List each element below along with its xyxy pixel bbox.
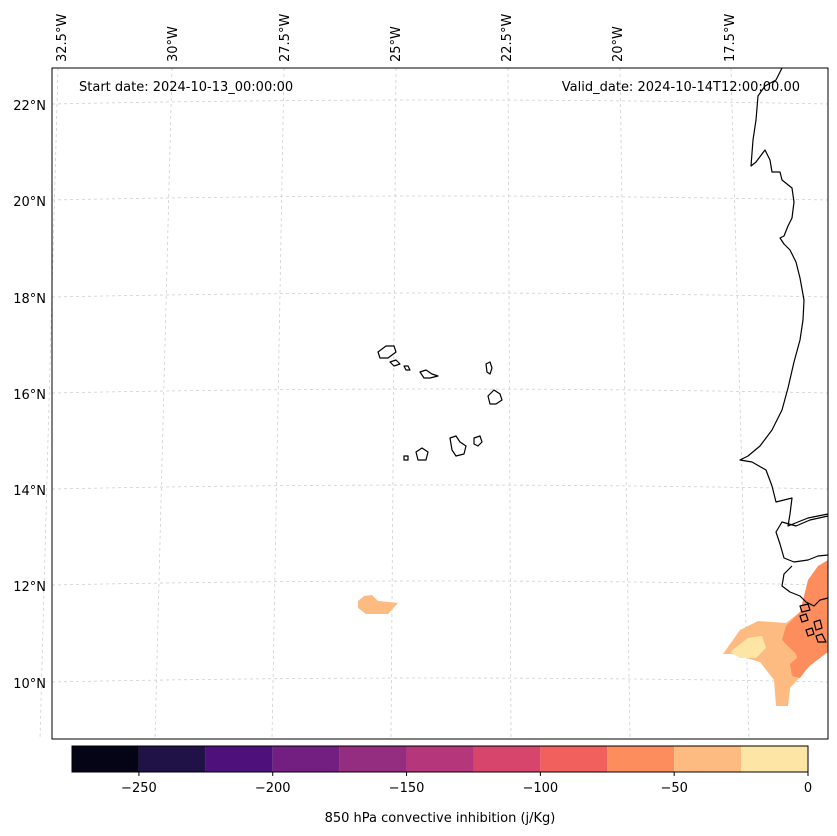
island-santiago: [449, 435, 467, 457]
colorbar-bin: [741, 746, 808, 772]
colorbar-tick-label: −100: [523, 781, 559, 796]
colorbar-tick-label: −250: [121, 781, 157, 796]
colorbar-bin: [138, 746, 206, 772]
start-date-label: Start date: 2024-10-13_00:00:00: [79, 80, 293, 95]
map-area: [52, 68, 828, 739]
lat-label: 18°N: [13, 292, 46, 307]
colorbar-bin: [674, 746, 742, 772]
lon-label: 25°W: [389, 26, 404, 62]
latitude-labels: 22°N 20°N 18°N 16°N 14°N 12°N 10°N: [13, 99, 46, 692]
island-santo-antao: [377, 345, 397, 359]
africa-coastline: [739, 67, 829, 527]
lat-label: 14°N: [13, 484, 46, 499]
contour-patch-southeast-inner: [790, 650, 812, 678]
lat-label: 10°N: [13, 677, 46, 692]
colorbar-bin: [72, 746, 139, 772]
lat-label: 22°N: [13, 99, 46, 114]
cin-contours: [358, 560, 828, 706]
colorbar-bin: [473, 746, 541, 772]
contour-patch-southeast-core: [730, 636, 766, 658]
bijagos-islands: [799, 603, 827, 643]
map-frame: [51, 67, 829, 740]
island-brava: [403, 455, 409, 461]
colorbar-bin: [406, 746, 474, 772]
coastlines: [377, 67, 829, 643]
valid-date-label: Valid_date: 2024-10-14T12:00:00.00: [562, 80, 800, 95]
colorbar: −250 −200 −150 −100 −50 0: [71, 745, 812, 796]
colorbar-tick-label: 0: [804, 781, 812, 796]
colorbar-label: 850 hPa convective inhibition (j/Kg): [325, 811, 556, 826]
colorbar-bin: [205, 746, 273, 772]
lon-label: 32.5°W: [55, 14, 70, 62]
lon-label: 17.5°W: [723, 14, 738, 62]
lon-label: 20°W: [611, 26, 626, 62]
lat-label: 12°N: [13, 580, 46, 595]
lat-label: 20°N: [13, 195, 46, 210]
africa-coastline-south: [775, 515, 829, 563]
colorbar-bin: [339, 746, 407, 772]
colorbar-tick-label: −200: [255, 781, 291, 796]
colorbar-bin: [607, 746, 675, 772]
lon-label: 27.5°W: [278, 14, 293, 62]
island-santa-luzia: [403, 365, 411, 371]
colorbar-tick-label: −150: [389, 781, 425, 796]
colorbar-frame: [71, 745, 809, 773]
island-fogo: [415, 447, 429, 461]
island-sao-vicente: [389, 359, 401, 367]
island-sao-nicolau: [419, 369, 439, 379]
island-maio: [473, 435, 483, 447]
colorbar-bin: [272, 746, 340, 772]
lat-label: 16°N: [13, 388, 46, 403]
island-sal: [485, 361, 493, 375]
island-boa-vista: [487, 389, 503, 405]
lon-label: 22.5°W: [500, 14, 515, 62]
contour-patch-west: [358, 595, 398, 614]
lon-label: 30°W: [166, 26, 181, 62]
colorbar-tick-label: −50: [660, 781, 687, 796]
longitude-labels: 32.5°W 30°W 27.5°W 25°W 22.5°W 20°W 17.5…: [55, 14, 738, 62]
guinea-coast: [781, 565, 829, 607]
colorbar-bin: [540, 746, 608, 772]
